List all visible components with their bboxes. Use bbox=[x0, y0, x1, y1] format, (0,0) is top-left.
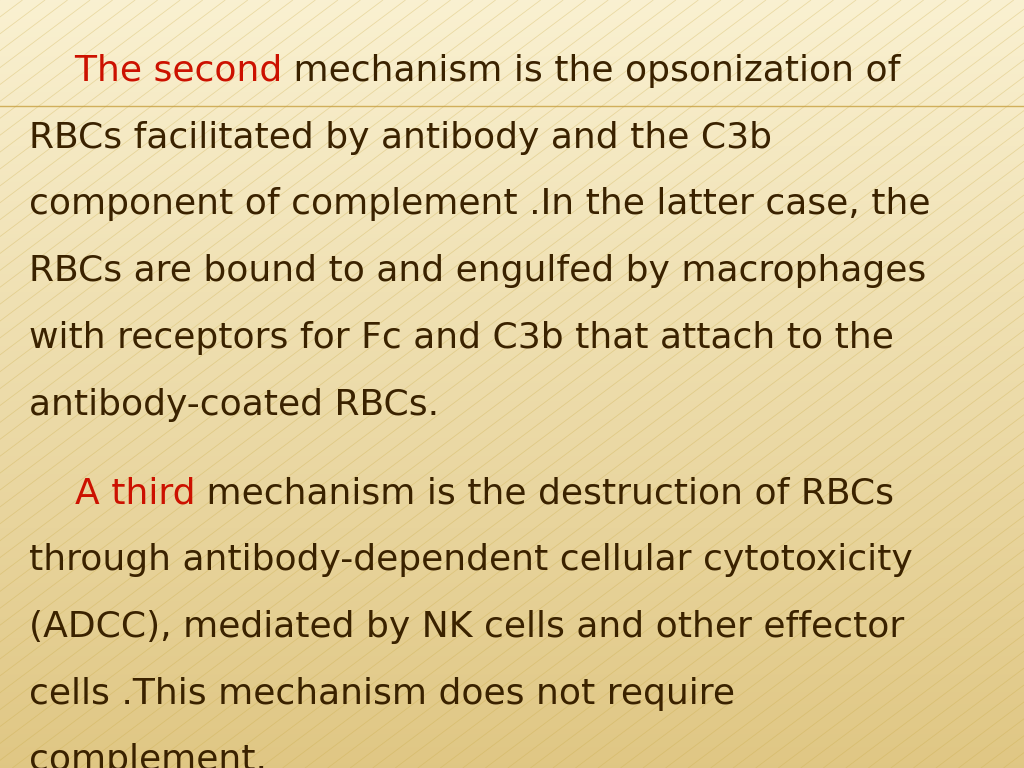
Text: RBCs facilitated by antibody and the C3b: RBCs facilitated by antibody and the C3b bbox=[29, 121, 772, 154]
Text: through antibody-dependent cellular cytotoxicity: through antibody-dependent cellular cyto… bbox=[29, 543, 912, 577]
Text: (ADCC), mediated by NK cells and other effector: (ADCC), mediated by NK cells and other e… bbox=[29, 610, 904, 644]
Text: mechanism is the destruction of RBCs: mechanism is the destruction of RBCs bbox=[196, 476, 894, 510]
Text: A third: A third bbox=[29, 476, 196, 510]
Text: RBCs are bound to and engulfed by macrophages: RBCs are bound to and engulfed by macrop… bbox=[29, 254, 926, 288]
Text: The second: The second bbox=[29, 54, 282, 88]
Text: mechanism is the opsonization of: mechanism is the opsonization of bbox=[282, 54, 900, 88]
Text: cells .This mechanism does not require: cells .This mechanism does not require bbox=[29, 677, 734, 710]
Text: component of complement .In the latter case, the: component of complement .In the latter c… bbox=[29, 187, 930, 221]
Text: antibody-coated RBCs.: antibody-coated RBCs. bbox=[29, 388, 439, 422]
Text: with receptors for Fc and C3b that attach to the: with receptors for Fc and C3b that attac… bbox=[29, 321, 894, 355]
Text: complement.: complement. bbox=[29, 743, 266, 768]
